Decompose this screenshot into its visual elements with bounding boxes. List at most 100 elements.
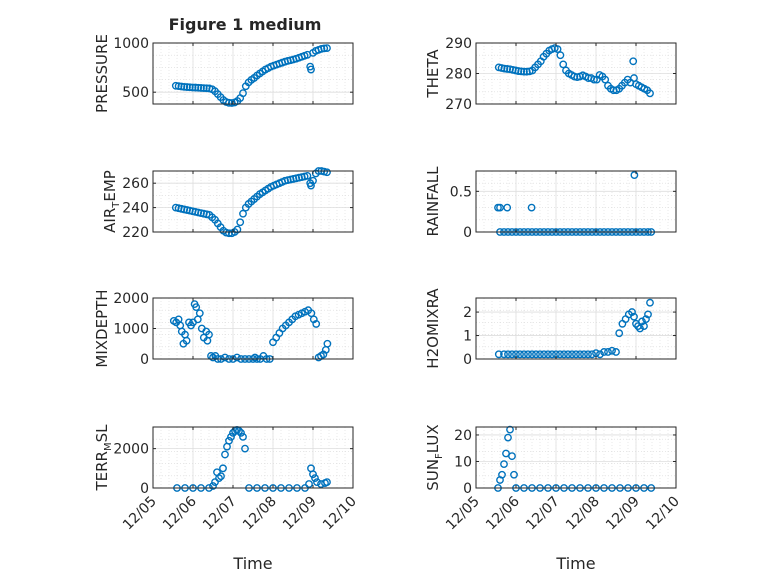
y-axis-label: MIXDEPTH <box>93 289 111 367</box>
y-tick-label: 2000 <box>113 442 149 458</box>
figure-title: Figure 1 medium <box>169 15 322 34</box>
data-point <box>612 348 620 356</box>
data-point <box>241 444 249 453</box>
data-point <box>237 428 245 437</box>
data-point <box>548 350 556 359</box>
data-point <box>225 98 233 107</box>
x-axis-label: Time <box>232 554 272 573</box>
y-tick-label: 270 <box>445 97 472 113</box>
data-point <box>544 350 552 359</box>
data-point <box>572 350 580 359</box>
data-point <box>195 309 204 318</box>
data-point <box>514 67 523 75</box>
data-point <box>174 82 183 90</box>
axes-box <box>152 170 354 233</box>
data-point <box>498 470 506 479</box>
y-tick-label: 0 <box>140 352 149 368</box>
data-point <box>576 350 584 359</box>
data-point <box>644 310 652 319</box>
data-point <box>307 181 315 190</box>
data-point <box>496 203 504 212</box>
y-tick-label: 0 <box>140 481 149 497</box>
data-point <box>615 329 624 338</box>
data-point <box>182 336 191 345</box>
y-axis-label-main: MIXDEPTH <box>93 289 111 367</box>
data-point <box>560 350 568 359</box>
data-point <box>642 315 650 324</box>
y-axis-label: THETA <box>424 49 442 99</box>
data-point <box>520 350 528 359</box>
data-point <box>601 75 610 84</box>
data-point <box>233 353 241 362</box>
axes-box <box>475 426 677 489</box>
data-point <box>508 350 516 359</box>
data-point <box>251 353 259 362</box>
data-point <box>311 474 319 483</box>
data-point <box>307 65 315 74</box>
y-tick-label: 2000 <box>113 291 149 307</box>
axes-box <box>475 170 677 233</box>
data-point <box>536 350 544 359</box>
data-point <box>646 298 654 307</box>
data-point <box>188 83 197 92</box>
y-axis-label-main: TERR <box>93 451 111 492</box>
data-point <box>630 312 638 321</box>
data-point <box>504 433 512 442</box>
data-point <box>227 432 235 441</box>
y-axis-label-rest: LUX <box>424 424 442 453</box>
y-tick-label: 260 <box>122 176 149 192</box>
data-point <box>236 218 245 227</box>
data-point <box>532 350 540 359</box>
data-point <box>604 348 612 356</box>
y-axis-label-subscript: T <box>111 201 122 209</box>
data-point <box>233 225 242 234</box>
y-tick-label: 280 <box>445 67 472 83</box>
y-axis-label: AIRTEMP <box>101 170 122 233</box>
y-tick-label: 240 <box>122 201 149 217</box>
data-point <box>197 84 205 92</box>
data-point <box>323 339 332 348</box>
data-point <box>320 44 329 53</box>
y-tick-label: 2 <box>463 305 472 321</box>
y-tick-label: 10 <box>454 454 472 470</box>
data-point <box>528 350 536 359</box>
data-point <box>580 350 588 359</box>
y-tick-label: 0 <box>463 352 472 368</box>
data-point <box>225 436 233 445</box>
data-point <box>500 460 508 469</box>
data-point <box>504 350 512 359</box>
data-point <box>305 480 313 488</box>
data-point <box>508 452 516 461</box>
plot-area <box>476 171 676 232</box>
data-point <box>636 324 644 333</box>
data-point <box>191 83 200 92</box>
data-point <box>629 57 638 66</box>
data-point <box>185 83 194 92</box>
data-point <box>235 427 243 435</box>
y-axis-label: TERRMSL <box>93 424 114 492</box>
data-point <box>553 45 562 53</box>
data-point <box>239 89 247 98</box>
y-tick-label: 0 <box>463 225 472 241</box>
subplot-4: 0 0.5 RAINFALL <box>424 166 677 241</box>
data-point <box>630 171 639 179</box>
data-point <box>309 470 317 479</box>
data-point <box>313 478 321 486</box>
data-point <box>215 474 223 483</box>
data-point <box>217 472 225 481</box>
data-point <box>608 346 616 355</box>
axes-box <box>152 426 354 489</box>
axes-box <box>152 42 354 105</box>
y-tick-label: 1 <box>463 329 472 345</box>
data-point <box>177 82 186 91</box>
data-point <box>221 353 229 362</box>
y-axis-label: PRESSURE <box>93 34 111 113</box>
data-point <box>180 82 189 91</box>
subplot-6: 0 1 2 H2OMIXRA <box>424 288 677 369</box>
y-axis-label: RAINFALL <box>424 166 442 237</box>
y-axis-label: H2OMIXRA <box>424 288 442 369</box>
plot-area <box>153 427 353 488</box>
